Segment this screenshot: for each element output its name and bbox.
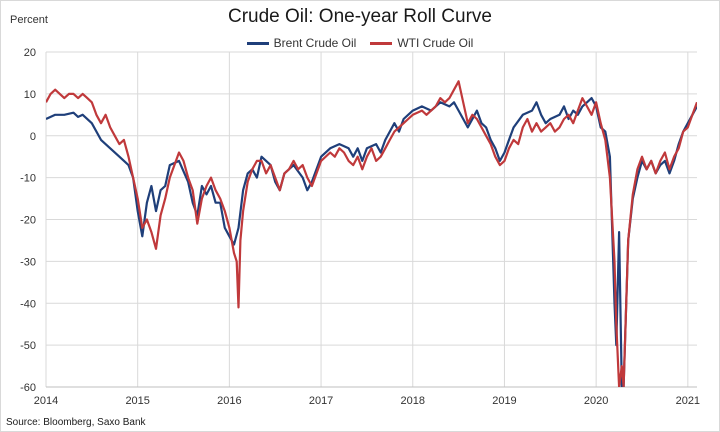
- y-tick-label: -40: [20, 298, 36, 310]
- chart-title: Crude Oil: One-year Roll Curve: [228, 6, 492, 27]
- y-tick-label: 10: [24, 89, 36, 101]
- source-note: Source: Bloomberg, Saxo Bank: [6, 417, 146, 428]
- y-tick-label: -20: [20, 215, 36, 227]
- series-line-wti: [46, 80, 697, 387]
- x-tick-label: 2021: [676, 395, 700, 407]
- y-tick-label: -10: [20, 173, 36, 185]
- x-tick-label: 2016: [217, 395, 241, 407]
- legend-swatch-brent: [246, 41, 269, 45]
- y-tick-label: -60: [20, 382, 36, 394]
- x-tick-label: 2014: [34, 395, 58, 407]
- legend-item-wti: WTI Crude Oil: [370, 36, 473, 50]
- y-tick-label: -50: [20, 340, 36, 352]
- legend-item-brent: Brent Crude Oil: [246, 36, 357, 50]
- x-tick-label: 2020: [584, 395, 608, 407]
- x-tick-label: 2018: [401, 395, 425, 407]
- x-tick-label: 2017: [309, 395, 333, 407]
- y-axis-label: Percent: [10, 14, 48, 26]
- legend: Brent Crude Oil WTI Crude Oil: [0, 36, 720, 50]
- legend-swatch-wti: [370, 41, 393, 45]
- x-tick-label: 2019: [492, 395, 516, 407]
- series-line-brent: [46, 97, 697, 387]
- legend-label-brent: Brent Crude Oil: [273, 36, 357, 50]
- y-tick-label: 0: [30, 131, 36, 143]
- y-tick-label: 20: [24, 47, 36, 59]
- y-tick-label: -30: [20, 256, 36, 268]
- legend-label-wti: WTI Crude Oil: [397, 36, 474, 50]
- x-tick-label: 2015: [125, 395, 149, 407]
